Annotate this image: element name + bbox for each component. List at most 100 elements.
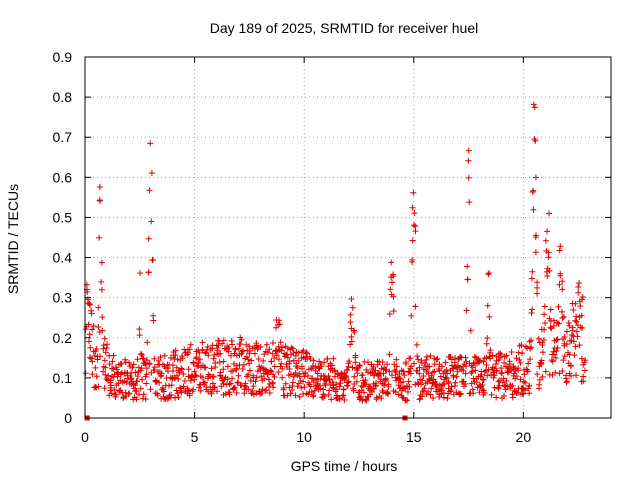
data-point — [495, 378, 502, 385]
data-point — [552, 354, 559, 361]
data-point — [85, 338, 92, 345]
data-point — [267, 367, 274, 374]
data-point — [448, 356, 455, 363]
data-point — [229, 367, 236, 374]
data-point — [300, 370, 307, 377]
data-point — [174, 356, 181, 363]
data-point — [420, 366, 427, 373]
data-point — [462, 380, 469, 387]
data-point — [106, 361, 113, 368]
data-point — [205, 352, 212, 359]
data-point — [287, 390, 294, 397]
data-point — [440, 394, 447, 401]
axes: 0 0.1 0.2 0.3 0.4 0.5 0.6 0.7 0.8 0.9 0 5 10 15 20 — [53, 49, 612, 445]
data-point — [309, 375, 316, 382]
data-point — [551, 351, 558, 358]
data-point — [525, 360, 532, 367]
data-point — [453, 373, 460, 380]
data-point — [530, 187, 537, 194]
data-point — [349, 364, 356, 371]
data-point — [520, 378, 527, 385]
data-point — [110, 352, 117, 359]
data-point — [289, 379, 296, 386]
data-point — [532, 137, 539, 144]
data-point — [98, 278, 105, 285]
data-point — [457, 391, 464, 398]
data-point — [275, 356, 282, 363]
data-point — [146, 187, 153, 194]
data-point — [143, 371, 150, 378]
data-point — [122, 356, 129, 363]
data-point — [361, 379, 368, 386]
data-point — [96, 234, 103, 241]
data-point — [158, 372, 165, 379]
data-point — [448, 362, 455, 369]
data-point — [89, 358, 96, 365]
y-tick-label: 0.8 — [53, 89, 73, 105]
data-point — [89, 326, 96, 333]
data-point — [180, 371, 187, 378]
data-point — [408, 363, 415, 370]
data-point — [527, 356, 534, 363]
data-point — [536, 376, 543, 383]
data-point — [330, 355, 337, 362]
data-point — [471, 353, 478, 360]
data-point — [547, 306, 554, 313]
data-point — [536, 381, 543, 388]
data-point — [160, 388, 167, 395]
data-point — [235, 345, 242, 352]
data-point — [421, 362, 428, 369]
data-point — [293, 360, 300, 367]
data-point — [304, 372, 311, 379]
data-point — [86, 331, 93, 338]
data-point — [545, 210, 552, 217]
data-point — [333, 381, 340, 388]
data-point — [177, 384, 184, 391]
data-point — [457, 353, 464, 360]
data-point — [89, 371, 96, 378]
data-point — [409, 204, 416, 211]
data-point — [496, 354, 503, 361]
data-point — [201, 379, 208, 386]
data-point — [265, 376, 272, 383]
data-point — [156, 379, 163, 386]
data-point — [561, 334, 568, 341]
data-point — [216, 359, 223, 366]
data-point — [139, 376, 146, 383]
data-point — [498, 365, 505, 372]
data-point — [151, 355, 158, 362]
data-point — [82, 370, 89, 377]
data-point — [571, 352, 578, 359]
data-point — [98, 286, 105, 293]
data-point — [129, 364, 136, 371]
data-point — [102, 364, 109, 371]
data-point — [343, 382, 350, 389]
data-point — [351, 373, 358, 380]
data-point — [292, 352, 299, 359]
data-point — [276, 317, 283, 324]
data-point — [442, 359, 449, 366]
data-point — [578, 355, 585, 362]
data-point — [373, 380, 380, 387]
data-point — [556, 247, 563, 254]
data-point — [404, 397, 411, 404]
data-point — [107, 387, 114, 394]
data-point — [248, 357, 255, 364]
data-point — [416, 370, 423, 377]
data-point — [138, 351, 145, 358]
data-point — [409, 256, 416, 263]
data-point — [386, 368, 393, 375]
data-point — [232, 366, 239, 373]
data-point — [400, 378, 407, 385]
data-point — [336, 395, 343, 402]
data-point — [253, 390, 260, 397]
data-point — [429, 380, 436, 387]
data-point — [351, 329, 358, 336]
data-point — [215, 342, 222, 349]
data-point — [531, 104, 538, 111]
data-point — [270, 384, 277, 391]
data-point — [130, 361, 137, 368]
data-point — [579, 325, 586, 332]
data-point — [469, 368, 476, 375]
data-point — [286, 365, 293, 372]
